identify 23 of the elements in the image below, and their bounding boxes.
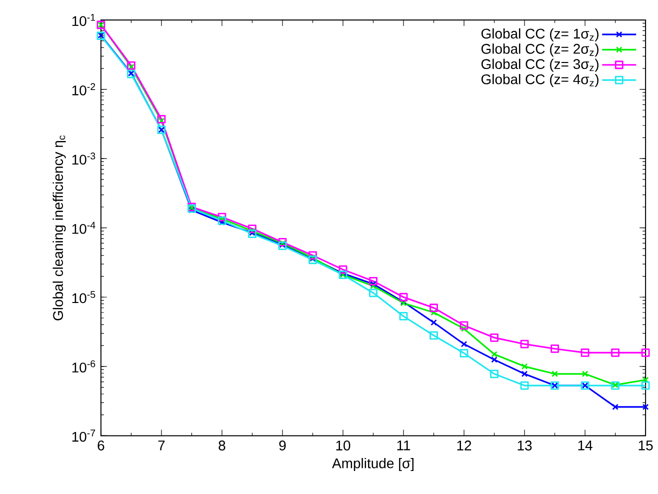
x-tick-label: 11 — [397, 440, 410, 450]
x-tick-label: 10 — [336, 440, 350, 451]
y-axis-title: Global cleaning inefficiency η$_{c}$ — [52, 136, 66, 320]
legend-label: Global CC (z= 3σ$_{z}$) — [481, 58, 598, 72]
legend-label: Global CC (z= 4σ$_{z}$) — [481, 74, 598, 88]
x-axis-title: Amplitude [σ] — [332, 458, 414, 472]
legend-label: Global CC (z= 1σ$_{z}$) — [481, 28, 598, 42]
x-tick-label: 15 — [638, 440, 653, 450]
x-tick-label: 14 — [578, 440, 592, 450]
y-tick-label: 10$^{-4}$ — [72, 222, 96, 234]
x-tick-label: 12 — [457, 440, 472, 451]
x-tick-label: 13 — [518, 440, 532, 451]
x-tick-label: 9 — [279, 440, 286, 451]
y-tick-label: 10$^{-5}$ — [72, 291, 96, 304]
y-tick-label: 10$^{-3}$ — [72, 152, 96, 165]
x-tick-label: 7 — [158, 440, 165, 450]
y-tick-label: 10$^{-1}$ — [72, 14, 96, 26]
y-tick-label: 10$^{-7}$ — [72, 430, 96, 442]
x-tick-label: 8 — [218, 440, 226, 451]
y-tick-label: 10$^{-6}$ — [72, 360, 96, 373]
x-tick-label: 6 — [98, 440, 104, 451]
y-tick-label: 10$^{-2}$ — [72, 83, 96, 96]
legend-label: Global CC (z= 2σ$_{z}$) — [481, 44, 598, 57]
